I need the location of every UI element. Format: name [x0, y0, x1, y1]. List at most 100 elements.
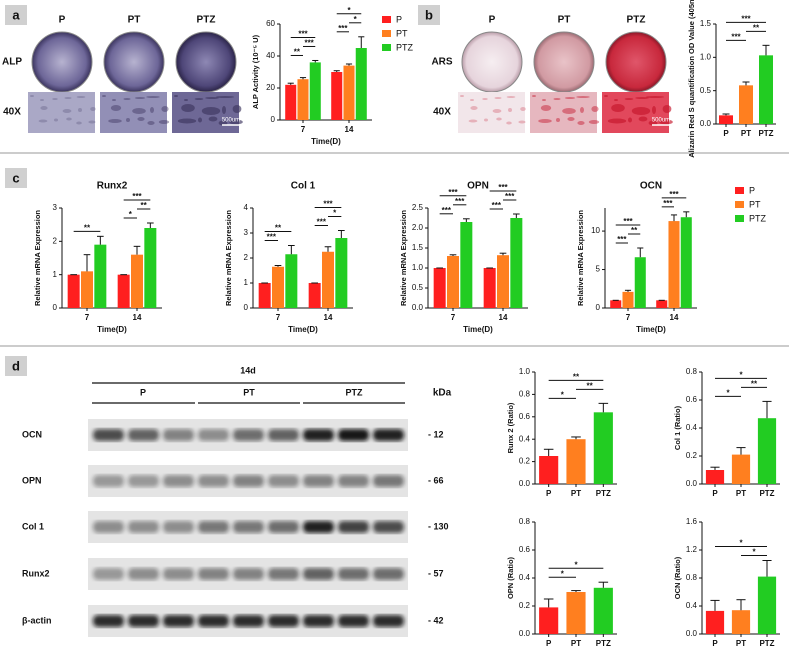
bar — [94, 244, 107, 308]
y-tick-label: 2.0 — [412, 223, 424, 232]
y-tick-label: 0.8 — [519, 517, 531, 526]
bar — [759, 55, 773, 125]
texture — [628, 117, 632, 123]
blot-unit: kDa — [433, 388, 452, 399]
panel-label: d — [12, 358, 20, 373]
texture — [134, 97, 146, 99]
texture — [638, 116, 648, 122]
blot-group: P — [140, 387, 146, 397]
x-tick-label: PT — [736, 489, 746, 498]
bar — [258, 283, 271, 308]
texture — [518, 120, 526, 124]
bar — [285, 84, 297, 120]
blot-band — [373, 615, 404, 627]
y-axis-label: Alizarin Red S quantification OD Value (… — [687, 0, 696, 158]
bar — [343, 65, 355, 120]
significance-label: *** — [498, 183, 508, 192]
texture — [181, 104, 195, 112]
blot-band — [233, 521, 264, 533]
texture — [659, 119, 673, 125]
blot-band — [268, 475, 299, 487]
bar — [322, 251, 334, 308]
significance-label: * — [561, 569, 565, 578]
scale-label: 500um — [222, 118, 240, 124]
blot-row-label: β-actin — [22, 615, 52, 625]
texture — [506, 121, 512, 125]
y-tick-label: 3 — [53, 203, 58, 212]
bar — [483, 268, 496, 308]
x-tick-label: PT — [741, 129, 751, 138]
y-axis-label: OPN (Ratio) — [506, 556, 515, 599]
significance-label: * — [726, 389, 730, 398]
bar — [739, 85, 753, 124]
y-axis-label: Col 1 (Ratio) — [673, 405, 682, 450]
significance-label: * — [333, 209, 337, 218]
texture — [662, 105, 672, 113]
blot-band — [373, 475, 404, 487]
blot-kda: - 12 — [428, 429, 444, 439]
blot-band — [198, 521, 229, 533]
texture — [577, 121, 585, 125]
chart: 0.0 0.5 1.0 1.5 2.0 2.5 OPN Relative mRNA Expre… — [399, 181, 528, 334]
texture — [564, 97, 576, 99]
y-tick-label: 0.0 — [519, 629, 531, 638]
y-tick-label: 0.0 — [686, 479, 698, 488]
texture — [588, 120, 600, 124]
x-tick-label: P — [546, 639, 552, 648]
significance-label: * — [739, 371, 743, 380]
x-tick-label: P — [712, 489, 718, 498]
y-tick-label: 1.5 — [412, 243, 424, 252]
x-tick-label: PT — [571, 489, 581, 498]
x-tick-label: 7 — [451, 313, 456, 322]
blot-row-label: OPN — [22, 475, 42, 485]
significance-label: * — [739, 539, 743, 548]
blot-kda: - 42 — [428, 615, 444, 625]
chart: 0.0 0.2 0.4 0.6 0.8 OPN (Ratio) P PT PTZ * * — [506, 517, 617, 648]
y-tick-label: 0.0 — [412, 303, 424, 312]
x-tick-label: 7 — [276, 313, 281, 322]
bar — [705, 470, 725, 484]
texture — [40, 99, 44, 101]
bar — [460, 222, 473, 308]
texture — [177, 118, 197, 124]
x-tick-label: PTZ — [596, 489, 611, 498]
bar — [539, 456, 559, 484]
bar — [308, 283, 321, 308]
texture — [132, 108, 146, 114]
blot-band — [233, 429, 264, 441]
significance-label: *** — [669, 190, 679, 199]
significance-label: ** — [587, 381, 594, 390]
legend-swatch — [735, 187, 744, 194]
y-tick-label: 0.6 — [519, 545, 531, 554]
blot-band — [93, 568, 124, 580]
x-tick-label: PTZ — [758, 129, 773, 138]
y-tick-label: 1.2 — [686, 545, 698, 554]
y-tick-label: 0.4 — [519, 434, 531, 443]
bar — [510, 218, 523, 308]
significance-label: *** — [663, 199, 673, 208]
texture — [76, 96, 86, 98]
chart: 0 1 2 3 Runx2 Relative mRNA Expression Time(D)… — [33, 181, 162, 334]
texture — [520, 107, 526, 111]
blot-band — [303, 615, 334, 627]
texture — [161, 106, 169, 112]
blot-row-label: Col 1 — [22, 521, 44, 531]
blot-band — [93, 521, 124, 533]
significance-label: * — [752, 548, 756, 557]
y-tick-label: 0 — [596, 303, 601, 312]
texture — [198, 117, 202, 123]
panel-label-box — [418, 5, 440, 25]
legend-label: PT — [749, 199, 761, 209]
texture — [538, 119, 552, 123]
texture — [484, 118, 488, 122]
bar — [622, 291, 634, 308]
significance-label: ** — [573, 372, 580, 381]
blot-band — [93, 615, 124, 627]
blot-band — [128, 475, 159, 487]
blot-band — [163, 521, 194, 533]
row-label: 40X — [3, 107, 21, 118]
blot-band — [163, 475, 194, 487]
significance-label: * — [347, 6, 351, 15]
y-tick-label: 1.0 — [519, 367, 531, 376]
